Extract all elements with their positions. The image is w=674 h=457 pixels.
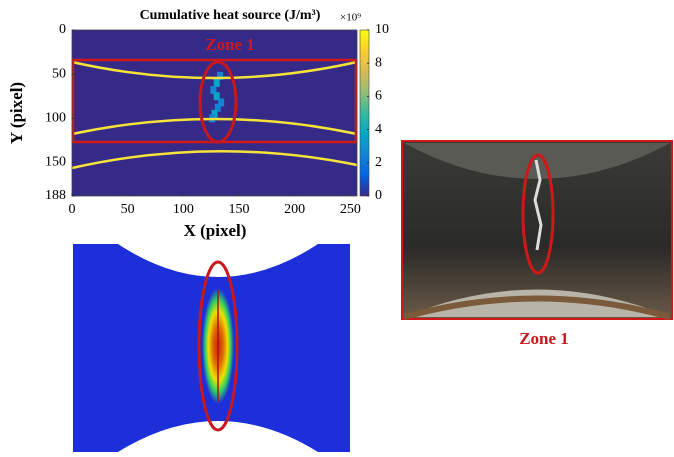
colorbar-tick-label: 10 [375,22,389,37]
heatmap-cell [213,92,220,101]
simulation-image [73,244,350,452]
boundary-curve [71,150,358,170]
colorbar-tick-label: 8 [375,55,382,70]
x-tick-label: 0 [69,202,76,217]
y-axis-label: Y (pixel) [7,82,26,144]
colorbar-tick-label: 0 [375,188,382,203]
y-tick-label: 50 [52,66,66,81]
chart-title: Cumulative heat source (J/m³) [140,8,321,23]
heatmap-chart: Cumulative heat source (J/m³) ×10⁹ X (pi… [7,8,389,240]
colorbar [359,29,370,197]
heatmap-cell [218,98,225,107]
heatmap-cell [213,78,220,87]
boundary-curve [71,117,358,136]
y-tick-label: 188 [45,188,66,203]
colorbar-tick-label: 4 [375,122,382,137]
x-tick-label: 200 [284,202,305,217]
photo-caption: Zone 1 [519,329,569,348]
x-tick-label: 150 [228,202,249,217]
colorbar-exponent: ×10⁹ [340,12,361,24]
heatmap-cell [217,71,224,80]
plot-frame [71,29,358,197]
x-tick-label: 100 [173,202,194,217]
boundary-curve [71,60,358,80]
y-tick-label: 0 [59,22,66,37]
y-tick-label: 150 [45,155,66,170]
heatmap-cell [211,109,218,118]
x-tick-label: 250 [340,202,361,217]
zone-ellipse [198,60,238,144]
x-axis-label: X (pixel) [184,221,247,240]
heatmap-cell [210,86,217,95]
colorbar-tick-label: 6 [375,89,382,104]
specimen-photo: Zone 1 [401,140,673,348]
zone-annotation: Zone 1 [205,35,255,54]
heatmap-cell [214,103,221,112]
y-tick-label: 100 [45,111,66,126]
colorbar-tick-label: 2 [375,155,382,170]
x-tick-label: 50 [121,202,135,217]
